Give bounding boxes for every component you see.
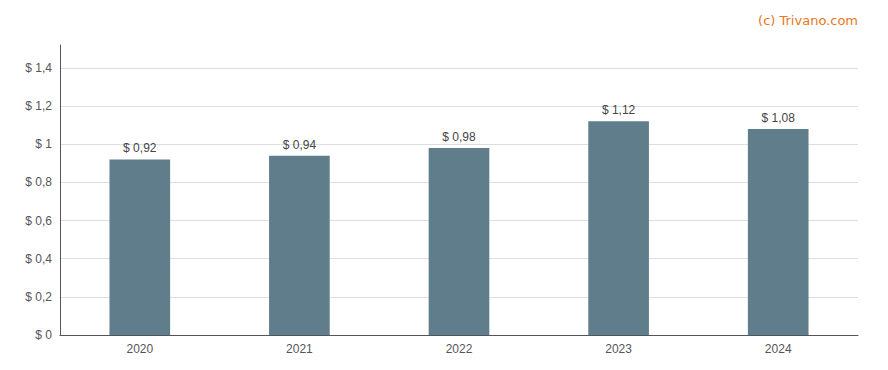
svg-text:(c) Trivano.com: (c) Trivano.com: [758, 13, 858, 28]
svg-text:$ 1,08: $ 1,08: [762, 111, 796, 125]
svg-text:2022: 2022: [446, 342, 473, 356]
svg-text:2020: 2020: [126, 342, 153, 356]
svg-text:$ 0: $ 0: [35, 328, 52, 342]
svg-text:2023: 2023: [605, 342, 632, 356]
svg-text:2021: 2021: [286, 342, 313, 356]
svg-text:$ 1,2: $ 1,2: [25, 99, 52, 113]
svg-text:$ 0,94: $ 0,94: [283, 138, 317, 152]
svg-text:$ 1,12: $ 1,12: [602, 103, 636, 117]
svg-text:$ 0,4: $ 0,4: [25, 252, 52, 266]
svg-text:$ 0,6: $ 0,6: [25, 214, 52, 228]
svg-text:$ 0,2: $ 0,2: [25, 290, 52, 304]
svg-text:$ 1: $ 1: [35, 137, 52, 151]
svg-text:2024: 2024: [765, 342, 792, 356]
svg-text:$ 0,8: $ 0,8: [25, 175, 52, 189]
svg-text:$ 0,92: $ 0,92: [123, 141, 157, 155]
svg-text:$ 0,98: $ 0,98: [442, 130, 476, 144]
svg-text:$ 1,4: $ 1,4: [25, 61, 52, 75]
